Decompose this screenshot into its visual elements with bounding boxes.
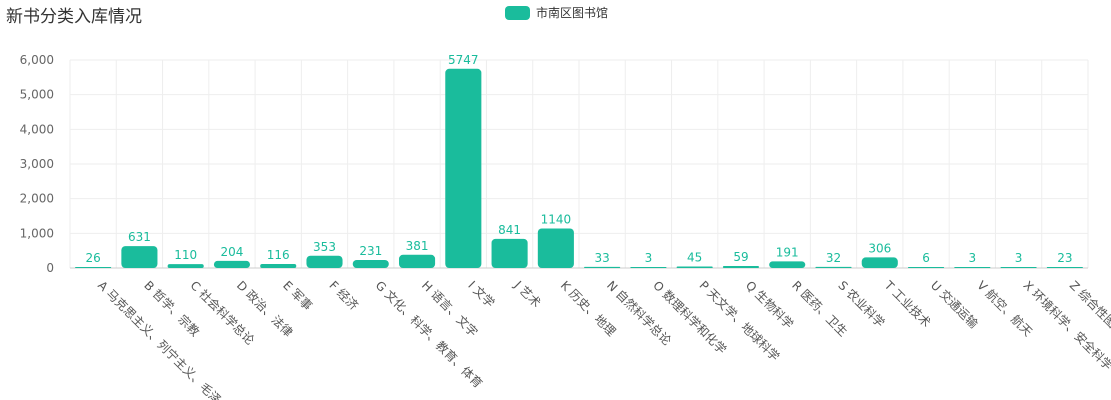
bar-value-label: 381 (406, 239, 429, 253)
bar-value-label: 3 (1015, 251, 1023, 265)
bar[interactable] (769, 261, 806, 268)
bar-value-label: 204 (221, 245, 244, 259)
bar-value-label: 5747 (448, 53, 479, 67)
x-category-label: E 军事 (280, 278, 315, 313)
legend-swatch[interactable] (505, 5, 530, 20)
y-tick-label: 6,000 (20, 53, 54, 67)
bar[interactable] (306, 255, 343, 268)
x-category-label: U 交通运输 (928, 278, 981, 331)
bar[interactable] (907, 267, 945, 268)
y-tick-label: 4,000 (20, 122, 54, 136)
bar[interactable] (722, 265, 760, 268)
bar-layer (75, 68, 1083, 269)
x-category-label: X 环境科学、安全科学 (1020, 278, 1111, 373)
bar-value-label: 116 (267, 248, 290, 262)
bar[interactable] (954, 267, 991, 268)
bar[interactable] (75, 267, 112, 268)
bar-value-label: 110 (174, 248, 197, 262)
x-category-label: P 天文学、地球科学 (697, 278, 783, 364)
bar[interactable] (1046, 267, 1083, 268)
y-tick-label: 2,000 (20, 192, 54, 206)
x-category-label: J 艺术 (511, 278, 544, 311)
bar[interactable] (537, 228, 574, 268)
grid-layer (69, 59, 1089, 269)
bar-value-label: 33 (594, 251, 609, 265)
bar[interactable] (491, 238, 528, 268)
bar[interactable] (260, 263, 297, 268)
bar-value-label: 231 (359, 244, 382, 258)
legend-label: 市南区图书馆 (536, 6, 609, 20)
bar-value-label: 841 (498, 223, 521, 237)
bar-value-label: 631 (128, 230, 151, 244)
x-category-label: I 文学 (465, 278, 498, 311)
x-category-label: F 经济 (326, 278, 361, 313)
bar-value-label: 45 (687, 250, 702, 264)
bar[interactable] (445, 68, 482, 269)
bar-value-label: 32 (826, 251, 841, 265)
bar[interactable] (213, 260, 251, 268)
x-category-label: T 工业技术 (881, 278, 933, 330)
y-tick-label: 0 (46, 261, 54, 275)
bar-value-label: 26 (85, 251, 100, 265)
page-title: 新书分类入库情况 (6, 7, 142, 27)
bar-value-label: 1140 (541, 212, 572, 226)
bar-value-label: 353 (313, 240, 336, 254)
bar[interactable] (1000, 267, 1037, 268)
y-tick-label: 5,000 (20, 88, 54, 102)
bar[interactable] (121, 246, 158, 268)
bar-value-label: 23 (1057, 251, 1072, 265)
bar[interactable] (352, 259, 389, 268)
bar-value-label: 306 (868, 241, 891, 255)
y-tick-label: 3,000 (20, 157, 54, 171)
bar-value-label: 6 (922, 251, 930, 265)
bar[interactable] (676, 266, 713, 268)
bar[interactable] (815, 266, 852, 268)
legend[interactable]: 市南区图书馆 (505, 4, 608, 21)
bar[interactable] (861, 257, 898, 268)
bar-value-label: 191 (776, 245, 799, 259)
bar-value-label: 3 (645, 251, 653, 265)
bar-value-label: 59 (733, 250, 748, 264)
bar[interactable] (398, 254, 436, 268)
bar-value-label: 3 (968, 251, 976, 265)
bar[interactable] (584, 266, 621, 268)
bar[interactable] (167, 264, 204, 268)
y-tick-label: 1,000 (20, 226, 54, 240)
bar[interactable] (630, 267, 667, 268)
